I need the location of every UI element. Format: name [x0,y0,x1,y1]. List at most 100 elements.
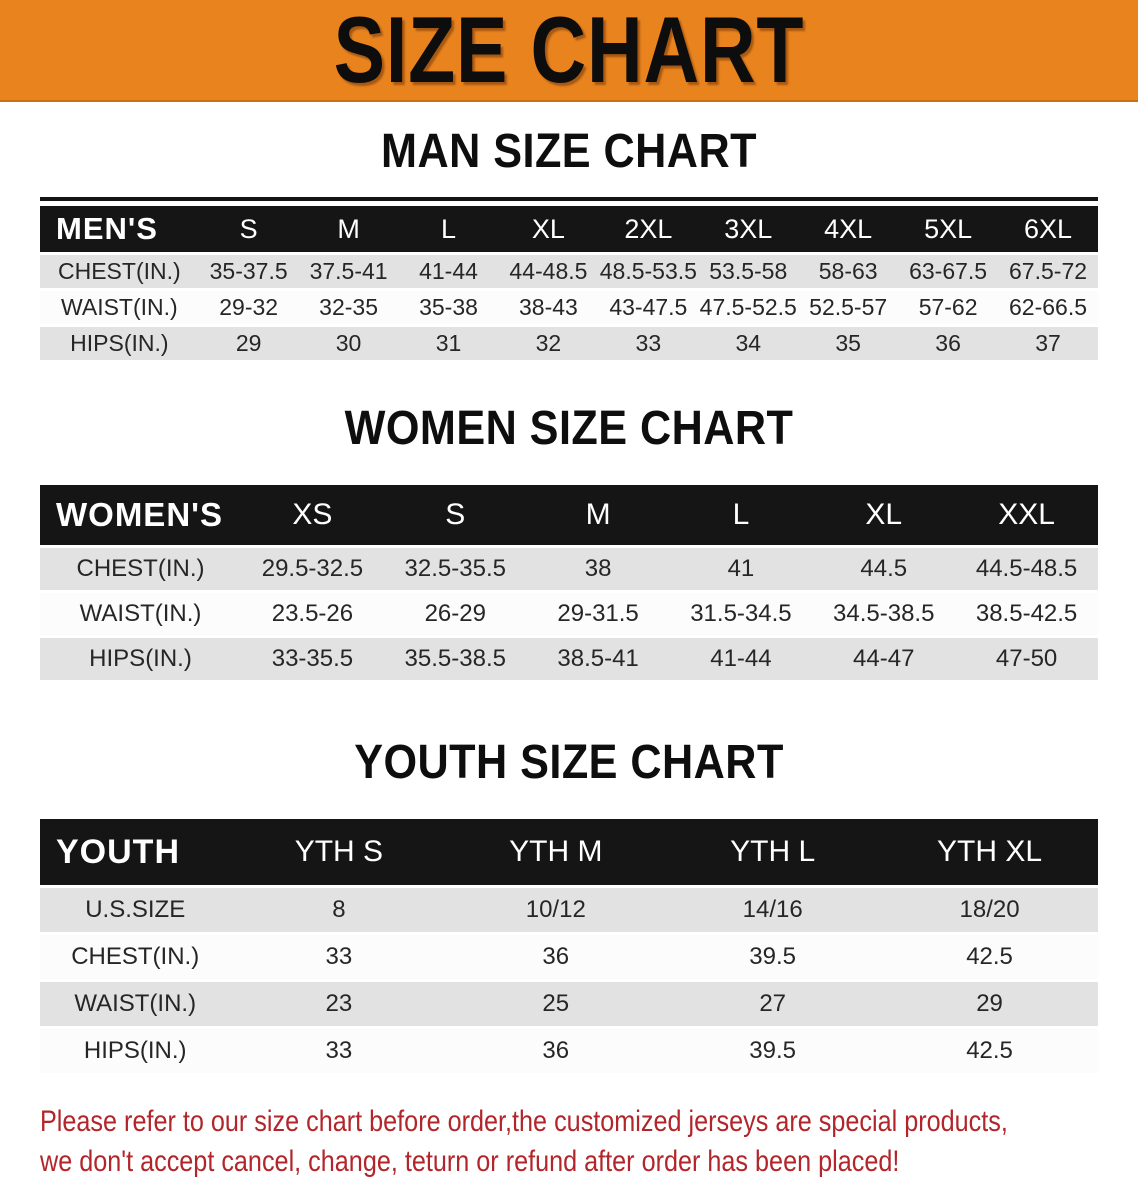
size-value: 48.5-53.5 [599,258,697,284]
size-value: 29.5-32.5 [261,555,364,582]
size-value: 52.5-57 [809,294,888,320]
banner-title: SIZE CHART [333,0,805,102]
size-value: 34.5-38.5 [833,600,935,627]
size-value: 31 [435,330,462,356]
size-value: 29-32 [219,294,279,320]
order-policy-disclaimer: Please refer to our size chart before or… [40,1102,1008,1182]
size-value: 36 [542,943,570,970]
size-value: 33-35.5 [271,645,354,672]
size-value: 36 [935,330,961,356]
size-value: 47.5-52.5 [699,294,797,320]
youth-size-table: YOUTH YTH S YTH M YTH L YTH XL U.S.SIZE 8 10/12… [40,816,1098,1076]
size-value: 30 [335,330,362,356]
size-column-header: YTH M [447,819,665,885]
row-label: CHEST(IN.) [58,258,181,284]
measurement-row: WAIST(IN.) 23 25 27 29 [40,982,1098,1026]
size-value: 35 [835,330,861,356]
size-value: 35-37.5 [209,258,288,284]
size-value: 33 [325,943,353,970]
size-value: 67.5-72 [1009,258,1088,284]
size-column-header: XL [498,206,599,252]
row-label: WAIST(IN.) [79,600,202,627]
size-value: 32 [535,330,562,356]
size-value: 37.5-41 [309,258,388,284]
size-column-header: 4XL [798,206,899,252]
size-value: 41-44 [419,258,478,284]
size-value: 34 [735,330,762,356]
size-value: 36 [542,1037,570,1064]
table-title-cell: MEN'S [40,206,199,252]
size-column-header: XXL [955,485,1098,545]
size-column-header: YTH XL [881,819,1098,885]
size-column-header: 3XL [698,206,799,252]
size-value: 23.5-26 [271,600,354,627]
size-value: 42.5 [966,1037,1013,1064]
youth-section-heading: YOUTH SIZE CHART [354,736,784,789]
size-value: 27 [759,990,787,1017]
size-column-header: S [198,206,299,252]
row-label: CHEST(IN.) [76,555,205,582]
size-value: 31.5-34.5 [690,600,792,627]
size-value: 33 [325,1037,353,1064]
header-row: YOUTH YTH S YTH M YTH L YTH XL [40,819,1098,885]
measurement-row: HIPS(IN.) 33 36 39.5 42.5 [40,1029,1098,1073]
size-value: 18/20 [959,896,1020,923]
size-column-header: M [298,206,399,252]
size-column-header: XL [812,485,956,545]
size-value: 32.5-35.5 [404,555,506,582]
mens-table-top-rule [40,197,1098,201]
size-value: 39.5 [749,943,797,970]
size-value: 41-44 [710,645,772,672]
header-row: WOMEN'S XS S M L XL XXL [40,485,1098,545]
size-value: 44.5-48.5 [975,555,1078,582]
measurement-row: WAIST(IN.) 29-32 32-35 35-38 38-43 43-47.5 47.… [40,291,1098,324]
measurement-row: U.S.SIZE 8 10/12 14/16 18/20 [40,888,1098,932]
row-label: WAIST(IN.) [74,990,197,1017]
size-value: 35-38 [419,294,478,320]
size-value: 63-67.5 [909,258,988,284]
women-section-heading: WOMEN SIZE CHART [344,402,794,455]
size-value: 25 [542,990,570,1017]
row-label: HIPS(IN.) [83,1037,187,1064]
row-label: HIPS(IN.) [89,645,192,672]
size-value: 43-47.5 [609,294,688,320]
measurement-row: HIPS(IN.) 29 30 31 32 33 34 35 36 37 [40,327,1098,360]
row-label: HIPS(IN.) [70,330,169,356]
size-chart-banner: SIZE CHART [0,0,1138,102]
size-column-header: 5XL [898,206,999,252]
size-value: 42.5 [966,943,1013,970]
measurement-row: CHEST(IN.) 35-37.5 37.5-41 41-44 44-48.5 48.5… [40,255,1098,288]
size-value: 33 [635,330,662,356]
size-value: 38 [584,555,612,582]
measurement-row: HIPS(IN.) 33-35.5 35.5-38.5 38.5-41 41-44 44-… [40,638,1098,680]
header-row: MEN'S S M L XL 2XL 3XL 4XL 5XL 6XL [40,206,1098,252]
size-value: 29 [235,330,262,356]
size-column-header: YTH L [664,819,882,885]
size-value: 38.5-41 [557,645,639,672]
size-column-header: L [398,206,499,252]
table-title-cell: WOMEN'S [40,485,242,545]
size-value: 10/12 [525,896,586,923]
size-value: 44.5 [860,555,908,582]
size-value: 57-62 [918,294,978,320]
man-size-chart-section: MAN SIZE CHART MEN'S S M L XL 2XL 3XL 4XL 5XL 6XL… [0,124,1138,363]
row-label: CHEST(IN.) [71,943,200,970]
size-value: 58-63 [818,258,878,284]
size-value: 32-35 [319,294,378,320]
size-value: 39.5 [749,1037,797,1064]
measurement-row: CHEST(IN.) 29.5-32.5 32.5-35.5 38 41 44.5 44.5… [40,548,1098,590]
size-column-header: YTH S [230,819,448,885]
size-value: 23 [325,990,353,1017]
size-column-header: L [669,485,813,545]
size-value: 38.5-42.5 [975,600,1078,627]
mens-size-table: MEN'S S M L XL 2XL 3XL 4XL 5XL 6XL CHEST(IN.) 35-37… [40,203,1098,363]
size-column-header: S [383,485,527,545]
table-title-cell: YOUTH [40,819,231,885]
size-column-header: 6XL [998,206,1098,252]
disclaimer-line-2: we don't accept cancel, change, teturn o… [40,1145,900,1178]
man-section-heading: MAN SIZE CHART [381,125,757,178]
measurement-row: WAIST(IN.) 23.5-26 26-29 29-31.5 31.5-34.5 34… [40,593,1098,635]
disclaimer-line-1: Please refer to our size chart before or… [40,1105,1008,1138]
womens-size-table: WOMEN'S XS S M L XL XXL CHEST(IN.) 29.5-32.5 32.5… [40,482,1098,683]
size-value: 29 [976,990,1003,1017]
